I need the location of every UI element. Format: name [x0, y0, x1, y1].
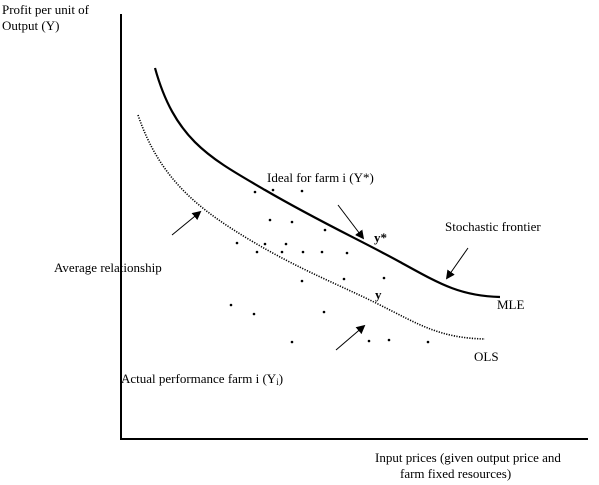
average-label: Average relationship — [54, 260, 162, 275]
mle-frontier-curve — [153, 67, 501, 299]
farm-point — [263, 242, 267, 246]
ideal-arrow — [337, 204, 365, 240]
farm-point — [367, 339, 371, 343]
farm-point — [387, 338, 391, 342]
actual-arrow — [335, 324, 366, 351]
farm-point — [345, 251, 349, 255]
y-axis-title-line1: Profit per unit of — [2, 2, 90, 17]
farm-point — [301, 250, 305, 254]
actual-label-subscript: i — [276, 377, 279, 387]
actual-label-close: ) — [278, 371, 284, 386]
farm-point — [342, 277, 346, 281]
farm-point — [229, 303, 233, 307]
farm-point — [271, 188, 275, 192]
farm-point — [426, 340, 430, 344]
farm-point — [280, 250, 284, 254]
y-axis-title-line2: Output (Y) — [2, 18, 60, 33]
annotation-arrows — [171, 204, 469, 351]
ideal-label: Ideal for farm i (Y*) — [267, 170, 374, 185]
farm-point — [290, 220, 294, 224]
farm-point — [284, 242, 288, 246]
farm-point — [322, 310, 326, 314]
farm-point — [382, 276, 386, 280]
frontier-label: Stochastic frontier — [445, 219, 541, 234]
farm-point — [255, 250, 259, 254]
farm-point — [300, 279, 304, 283]
farm-point — [290, 340, 294, 344]
farm-point — [323, 228, 327, 232]
x-axis-title-line1: Input prices (given output price and — [375, 450, 561, 465]
average-arrow — [171, 210, 202, 236]
farm-observation-points — [229, 188, 430, 344]
mle-label: MLE — [497, 297, 525, 312]
farm-point — [268, 218, 272, 222]
farm-point — [253, 190, 257, 194]
point-ystar-label: y* — [374, 230, 387, 245]
farm-point — [252, 312, 256, 316]
farm-point — [235, 241, 239, 245]
ols-average-curve — [137, 114, 486, 340]
farm-point — [320, 250, 324, 254]
actual-label: Actual performance farm i (Yi) — [121, 371, 283, 390]
ols-label: OLS — [474, 349, 499, 364]
farm-point — [300, 189, 304, 193]
x-axis-title-line2: farm fixed resources) — [400, 466, 512, 481]
actual-label-main: Actual performance farm i (Y — [121, 371, 277, 386]
frontier-arrow — [445, 247, 469, 280]
point-y-label: y — [375, 287, 382, 302]
